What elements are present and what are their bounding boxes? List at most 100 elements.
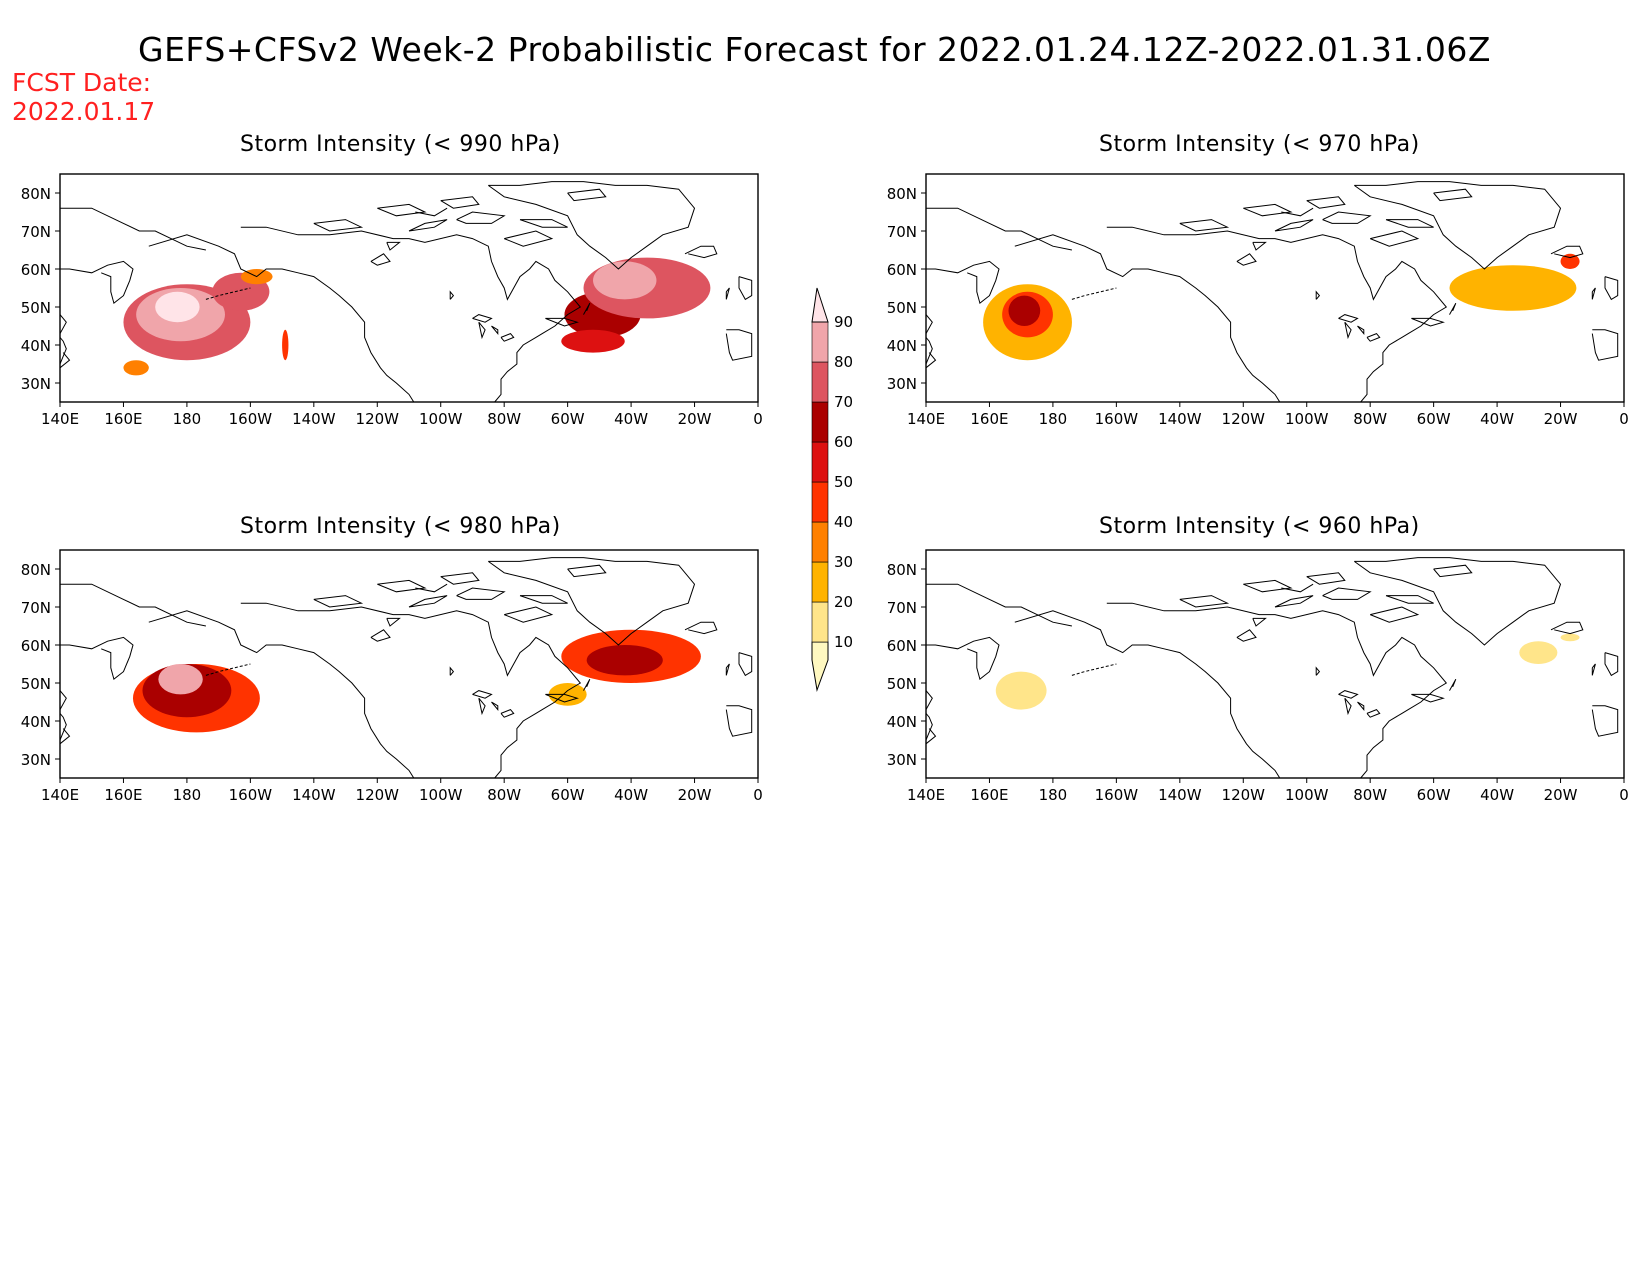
lon-label: 120W bbox=[356, 786, 400, 804]
lon-label: 80W bbox=[1353, 410, 1387, 428]
probability-area bbox=[158, 664, 203, 695]
coastline bbox=[408, 219, 448, 232]
coastline bbox=[1236, 629, 1257, 642]
lon-label: 20W bbox=[1544, 786, 1578, 804]
lat-label: 80N bbox=[21, 561, 51, 579]
coastline bbox=[1236, 253, 1257, 266]
coastline bbox=[488, 181, 696, 270]
coastline bbox=[1411, 693, 1445, 703]
coastline bbox=[926, 636, 1000, 681]
coastline bbox=[449, 666, 455, 676]
colorbar-segment bbox=[811, 401, 829, 443]
coastline bbox=[313, 219, 364, 232]
coastline bbox=[725, 663, 730, 676]
coastline bbox=[148, 610, 415, 778]
lon-label: 40W bbox=[1480, 786, 1514, 804]
coastline bbox=[725, 329, 753, 361]
map-frame bbox=[925, 549, 1625, 779]
lon-label: 160W bbox=[229, 410, 273, 428]
coastline bbox=[519, 219, 568, 228]
coastline bbox=[1306, 572, 1346, 585]
coastline bbox=[926, 352, 937, 369]
colorbar-segment bbox=[811, 287, 829, 323]
coastline bbox=[519, 595, 568, 604]
coastline bbox=[386, 617, 401, 627]
probability-area bbox=[1560, 633, 1580, 642]
coastline bbox=[240, 226, 582, 402]
coastline bbox=[440, 196, 480, 209]
lat-label: 40N bbox=[887, 337, 917, 355]
lon-label: 160W bbox=[1095, 786, 1139, 804]
lat-label: 30N bbox=[887, 751, 917, 769]
probability-area bbox=[123, 360, 149, 376]
lat-label: 60N bbox=[887, 637, 917, 655]
coastline bbox=[449, 290, 455, 300]
lat-label: 60N bbox=[887, 261, 917, 279]
coastline bbox=[1274, 595, 1314, 608]
coastline bbox=[1281, 583, 1314, 593]
coastline bbox=[370, 629, 391, 642]
colorbar-label: 20 bbox=[834, 593, 853, 611]
lon-label: 100W bbox=[1285, 410, 1329, 428]
coastline bbox=[491, 325, 499, 335]
probability-area bbox=[561, 329, 625, 353]
lon-label: 60W bbox=[551, 786, 585, 804]
coastline bbox=[1306, 196, 1346, 209]
lon-label: 140E bbox=[41, 786, 79, 804]
coastline bbox=[408, 595, 448, 608]
coastline bbox=[148, 234, 415, 402]
coastline bbox=[1591, 329, 1619, 361]
coastline bbox=[1274, 219, 1314, 232]
coastline bbox=[926, 713, 933, 741]
coastline bbox=[1344, 321, 1352, 340]
coastline bbox=[1604, 652, 1619, 677]
coastline bbox=[313, 595, 364, 608]
coastline bbox=[926, 583, 1072, 627]
lon-label: 60W bbox=[551, 410, 585, 428]
fcst-date: 2022.01.17 bbox=[12, 97, 156, 126]
coastline bbox=[1281, 207, 1314, 217]
lon-label: 0 bbox=[1619, 786, 1629, 804]
map-panel-980: 80N 70N 60N 50N 40N 30N 140E 160E 180 160W 140W 120… bbox=[21, 549, 763, 804]
probability-area bbox=[1008, 295, 1041, 326]
coastline bbox=[456, 211, 506, 224]
lon-label: 140W bbox=[1158, 410, 1202, 428]
coastline bbox=[1385, 595, 1434, 604]
coastline bbox=[472, 690, 493, 699]
coastline bbox=[60, 207, 206, 251]
coastline bbox=[386, 241, 401, 251]
lat-label: 40N bbox=[887, 713, 917, 731]
coastline bbox=[205, 663, 251, 676]
colorbar-label: 90 bbox=[834, 313, 853, 331]
lat-label: 50N bbox=[887, 299, 917, 317]
coastline bbox=[504, 606, 554, 623]
coastline bbox=[377, 579, 427, 593]
lat-label: 70N bbox=[21, 599, 51, 617]
lat-label: 70N bbox=[887, 599, 917, 617]
lat-label: 80N bbox=[887, 185, 917, 203]
coastline bbox=[567, 564, 607, 578]
lat-label: 80N bbox=[887, 561, 917, 579]
lon-label: 180 bbox=[173, 410, 202, 428]
lon-label: 40W bbox=[614, 410, 648, 428]
coastline bbox=[1604, 276, 1619, 301]
coastline bbox=[1591, 663, 1596, 676]
coastline bbox=[545, 693, 579, 703]
coastline bbox=[1315, 290, 1321, 300]
coastline bbox=[60, 583, 206, 627]
lon-label: 140W bbox=[292, 786, 336, 804]
coastline bbox=[1322, 211, 1372, 224]
lon-label: 20W bbox=[678, 786, 712, 804]
probability-area bbox=[155, 291, 200, 323]
coastline bbox=[472, 314, 493, 323]
lon-label: 100W bbox=[419, 410, 463, 428]
colorbar-segment bbox=[811, 481, 829, 523]
coastline bbox=[1354, 181, 1562, 270]
probability-area bbox=[282, 329, 289, 361]
lon-label: 160W bbox=[1095, 410, 1139, 428]
coastline bbox=[1338, 690, 1359, 699]
lat-label: 30N bbox=[887, 375, 917, 393]
lon-label: 80W bbox=[487, 786, 521, 804]
coastline bbox=[1591, 705, 1619, 737]
lon-label: 120W bbox=[1222, 410, 1266, 428]
